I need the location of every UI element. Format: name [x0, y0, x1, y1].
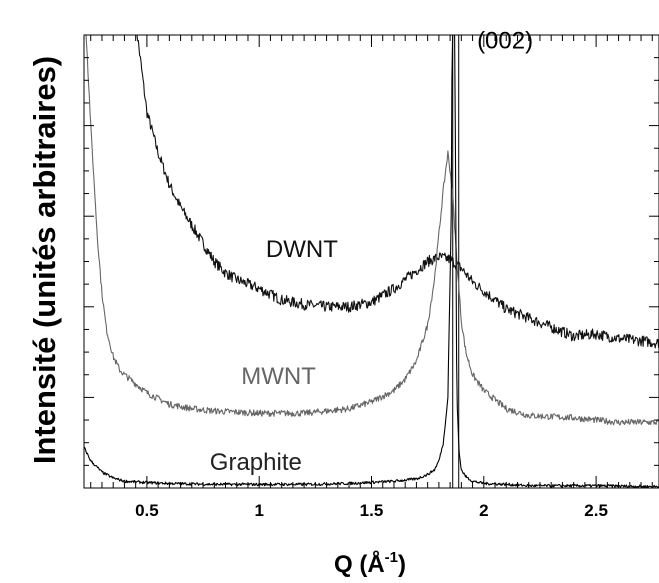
series-line-dwnt	[135, 34, 659, 349]
x-ticks: 0.5 1 1.5 2 2.5	[90, 35, 653, 520]
y-axis-title: Intensité (unités arbitraires)	[27, 56, 62, 464]
annotation-mwnt: MWNT	[241, 363, 316, 390]
series-line-mwnt	[84, 34, 659, 426]
x-tick-label: 2	[479, 501, 488, 520]
x-axis-title-main: Q (Å	[334, 550, 385, 578]
y-ticks	[84, 34, 659, 489]
annotation-graphite: Graphite	[210, 449, 302, 476]
series-layer	[83, 34, 659, 489]
annotation-dwnt: DWNT	[266, 236, 338, 263]
x-tick-label: 2.5	[584, 501, 608, 520]
x-axis-title: Q (Å-1)	[334, 549, 406, 578]
x-axis-title-close: )	[398, 551, 406, 578]
annotation-layer: (002) DWNT MWNT Graphite	[210, 28, 533, 476]
x-axis-title-exponent: -1	[385, 549, 398, 566]
annotation-002: (002)	[477, 28, 533, 55]
x-tick-label: 1.5	[360, 501, 384, 520]
x-tick-label: 1	[254, 501, 263, 520]
x-tick-label: 0.5	[135, 501, 159, 520]
